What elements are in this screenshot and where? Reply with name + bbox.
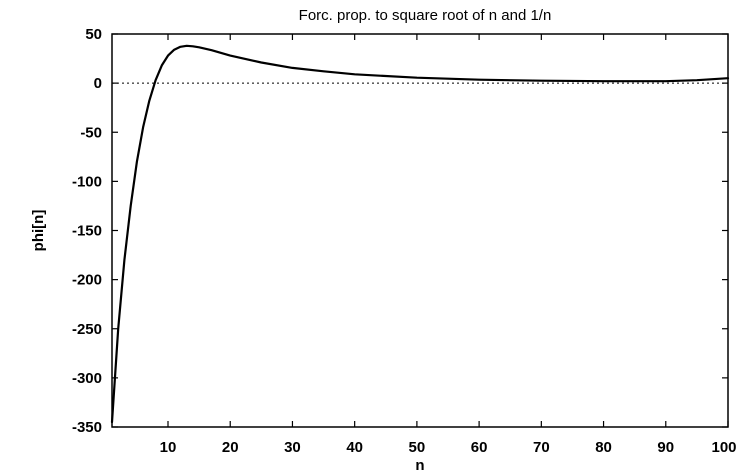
plot-frame	[111, 33, 729, 428]
y-tick-label: -250	[72, 321, 102, 338]
series-line	[110, 44, 730, 424]
x-tick-label: 100	[711, 439, 736, 456]
x-tick-label: 20	[222, 439, 239, 456]
y-tick-label: -150	[72, 223, 102, 240]
y-tick-label: -100	[72, 173, 102, 190]
x-tick-label: 10	[160, 439, 177, 456]
x-tick-label: 30	[284, 439, 301, 456]
x-tick-label: 50	[409, 439, 426, 456]
x-tick-label: 90	[657, 439, 674, 456]
y-tick-label: 0	[94, 75, 102, 92]
y-axis-label: phi[n]	[30, 210, 47, 252]
x-axis-label: n	[415, 457, 424, 474]
y-tick-label: -350	[72, 419, 102, 436]
x-tick-label: 40	[346, 439, 363, 456]
x-tick-label: 80	[595, 439, 612, 456]
y-tick-label: 50	[85, 26, 102, 43]
x-tick-label: 60	[471, 439, 488, 456]
y-tick-label: -50	[80, 124, 102, 141]
y-tick-label: -200	[72, 272, 102, 289]
y-tick-label: -300	[72, 370, 102, 387]
chart-title: Forc. prop. to square root of n and 1/n	[299, 7, 552, 24]
y-axis: 50 0 -50 -100 -150 -200 -250 -300 -350	[72, 26, 728, 436]
x-axis: 10 20 30 40 50 60 70 80 90 100	[160, 34, 737, 456]
x-tick-label: 70	[533, 439, 550, 456]
